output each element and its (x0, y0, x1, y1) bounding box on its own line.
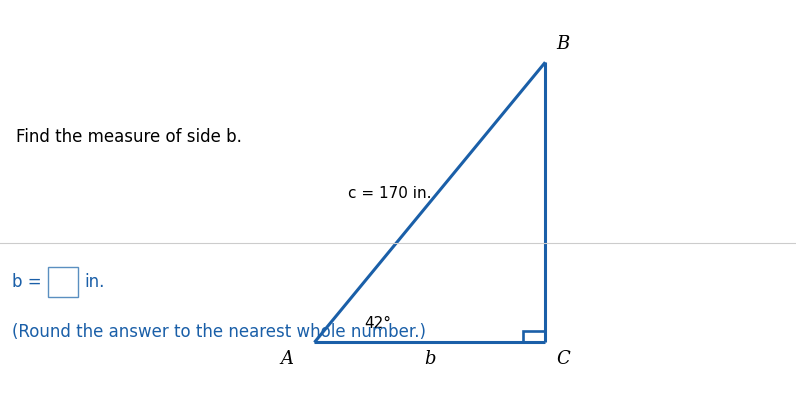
Text: Find the measure of side b.: Find the measure of side b. (16, 128, 242, 146)
Text: in.: in. (84, 273, 105, 291)
Bar (48, 267, 78, 297)
Text: A: A (280, 350, 293, 368)
Text: c = 170 in.: c = 170 in. (348, 186, 431, 201)
Text: 42°: 42° (365, 316, 392, 331)
Text: B: B (556, 35, 570, 53)
Text: b: b (424, 350, 435, 368)
Text: b =: b = (12, 273, 47, 291)
Text: C: C (556, 350, 571, 368)
Text: (Round the answer to the nearest whole number.): (Round the answer to the nearest whole n… (12, 323, 426, 341)
